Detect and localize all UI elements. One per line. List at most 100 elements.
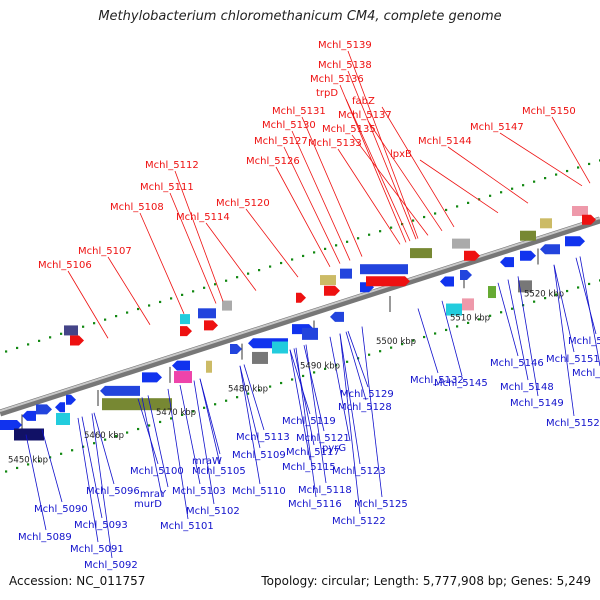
track-dot <box>566 169 569 173</box>
bottom-label-leader <box>167 388 189 520</box>
gene-arrow <box>296 292 306 303</box>
track-dot <box>148 424 151 427</box>
track-dot <box>38 459 41 462</box>
scale-label: 5480 kbp <box>228 385 268 395</box>
track-dot <box>324 367 327 370</box>
gene-arrow <box>142 372 162 383</box>
gene-feature <box>206 360 212 373</box>
top-label-leader <box>301 116 363 257</box>
top-label-leader <box>499 132 583 187</box>
track-dot <box>236 276 239 279</box>
track-dot <box>346 240 349 243</box>
gene-feature <box>520 230 536 241</box>
track-dot <box>467 201 470 204</box>
bottom-label-leader <box>289 349 311 415</box>
track-dot <box>423 215 426 219</box>
track-dot <box>5 350 8 353</box>
gene-feature <box>360 264 408 275</box>
gene-feature <box>452 238 470 249</box>
track-dot <box>269 385 272 388</box>
gene-arrow <box>500 257 514 268</box>
label-leader-lines <box>25 50 600 559</box>
bottom-label-leader <box>553 264 575 353</box>
bottom-gene-label: Mchl_5146 <box>490 358 544 369</box>
top-gene-label: fabZ <box>352 96 375 107</box>
track-dot <box>357 237 360 240</box>
gene-arrow <box>55 402 65 413</box>
track-dot <box>247 272 250 275</box>
gene-feature <box>56 412 70 425</box>
track-dot <box>225 399 228 402</box>
gene-arrow <box>324 285 340 296</box>
track-dot <box>313 371 316 374</box>
bottom-gene-label: Mchl_5132 <box>410 375 464 386</box>
top-label-leader <box>283 146 341 264</box>
top-label-leader <box>345 98 411 242</box>
track-dot <box>269 265 272 268</box>
track-dot <box>390 226 393 229</box>
track-dot <box>445 208 448 212</box>
track-dot <box>126 311 129 314</box>
scale-label: 5460 kbp <box>84 431 124 441</box>
bottom-label-leader <box>517 276 539 397</box>
track-dot <box>533 180 536 183</box>
top-gene-label: Mchl_5133 <box>308 138 362 149</box>
gene-arrow <box>204 320 218 331</box>
track-dot <box>412 339 415 342</box>
gene-arrow <box>70 335 84 346</box>
figure-title: Methylobacterium chloromethanicum CM4, c… <box>98 9 502 24</box>
track-dot <box>434 212 437 215</box>
top-label-leader <box>337 148 401 245</box>
bottom-gene-label: Mchl_5154 <box>572 368 600 379</box>
bottom-gene-label: murD <box>134 499 162 510</box>
gene-feature <box>488 286 496 299</box>
bottom-gene-label: mraW <box>192 456 222 467</box>
gene-arrow <box>0 420 22 430</box>
top-gene-label: Mchl_5114 <box>176 212 230 223</box>
track-dot <box>49 456 52 459</box>
track-dot <box>412 219 415 222</box>
track-dot <box>346 360 349 363</box>
genome-backbone <box>0 216 600 417</box>
gene-feature <box>252 351 268 364</box>
gene-feature <box>462 298 474 311</box>
track-dot <box>148 304 151 307</box>
track-dot <box>82 445 85 448</box>
track-dot <box>456 205 459 208</box>
scale-label: 5470 kbp <box>156 408 196 418</box>
bottom-label-leader <box>93 412 115 485</box>
gene-arrow <box>230 344 242 355</box>
track-dot <box>27 343 30 346</box>
track-dot <box>192 290 195 293</box>
top-gene-label: Mchl_5112 <box>145 160 199 171</box>
track-dot <box>181 413 184 416</box>
gene-arrow <box>460 270 472 281</box>
track-dot <box>379 230 382 233</box>
gene-arrow <box>582 214 596 225</box>
bottom-label-leader <box>25 434 47 531</box>
gene-features <box>0 206 596 441</box>
top-label-leader <box>347 70 417 240</box>
bottom-gene-label: Mchl_5145 <box>434 378 488 389</box>
bottom-gene-label: Mchl_5113 <box>236 432 290 443</box>
track-dot <box>555 173 558 176</box>
top-label-leader <box>67 270 109 339</box>
track-dot <box>522 184 525 187</box>
bottom-label-leader <box>339 333 361 515</box>
gene-arrow <box>330 311 344 322</box>
bottom-label-leader <box>193 380 215 505</box>
bottom-label-leader <box>137 398 159 465</box>
top-label-leader <box>139 212 185 314</box>
top-label-leader <box>419 159 499 214</box>
gene-feature <box>410 248 432 259</box>
top-gene-label: Mchl_5137 <box>338 110 392 121</box>
bottom-label-leader <box>293 348 315 446</box>
track-dot <box>434 332 437 335</box>
bottom-label-leader <box>339 333 361 465</box>
bottom-label-leader <box>239 365 261 485</box>
bottom-gene-label: Mchl_5121 <box>296 433 350 444</box>
track-dot <box>368 233 371 236</box>
track-dot <box>511 307 514 310</box>
track-dot <box>258 389 261 392</box>
bottom-gene-label: Mchl_5117 <box>286 447 340 458</box>
